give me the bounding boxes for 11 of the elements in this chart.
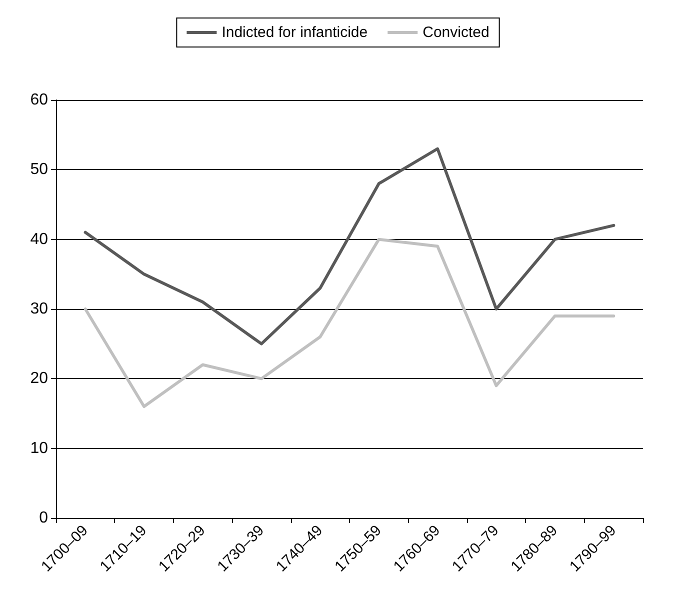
y-tick-label: 60 — [30, 92, 48, 108]
y-tick-label: 40 — [30, 230, 48, 248]
y-tick-label: 0 — [39, 510, 48, 526]
y-tick-label: 50 — [30, 161, 48, 178]
line-series — [84, 238, 616, 408]
y-tick-label: 10 — [30, 440, 48, 457]
y-tick-label: 20 — [30, 370, 48, 388]
legend-label: Convicted — [422, 24, 490, 41]
legend-label: Indicted for infanticide — [222, 24, 368, 41]
line-series — [84, 147, 616, 346]
y-tick-label: 30 — [30, 300, 48, 318]
